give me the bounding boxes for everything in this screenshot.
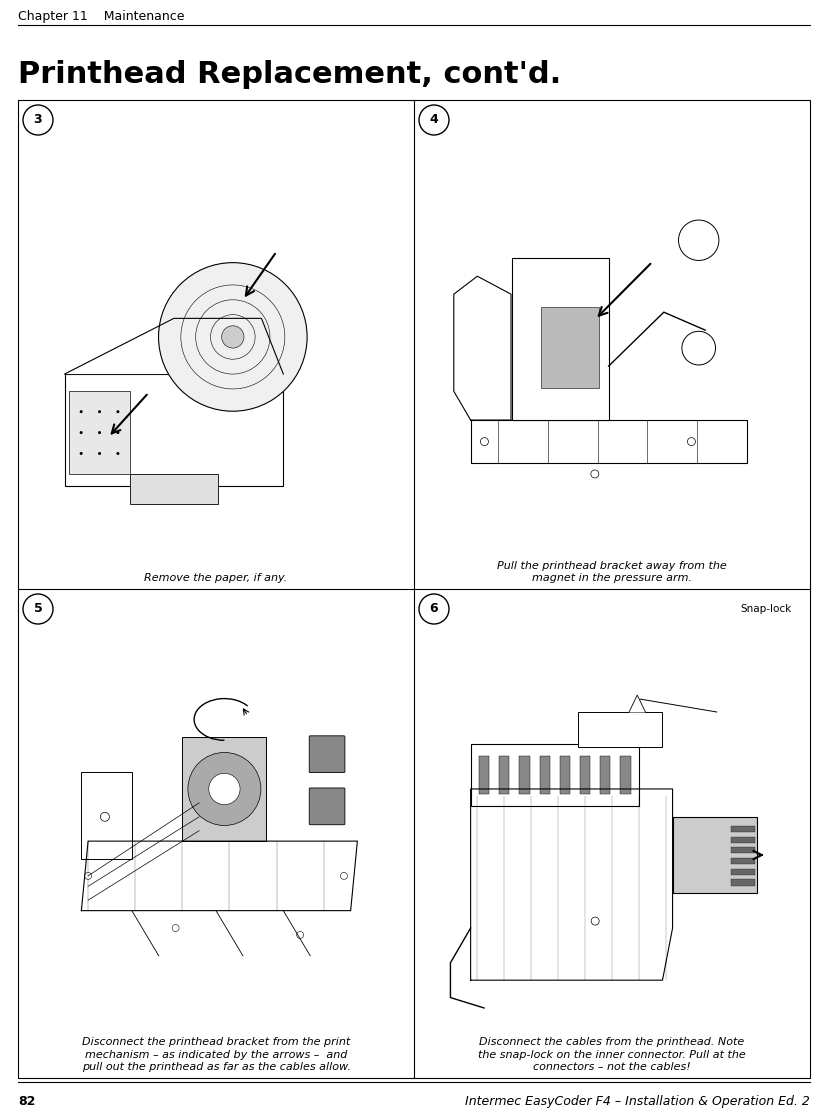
FancyBboxPatch shape xyxy=(308,788,345,824)
Text: Intermec EasyCoder F4 – Installation & Operation Ed. 2: Intermec EasyCoder F4 – Installation & O… xyxy=(465,1095,809,1108)
Text: Pull the printhead bracket away from the
magnet in the pressure arm.: Pull the printhead bracket away from the… xyxy=(496,561,726,584)
FancyBboxPatch shape xyxy=(308,736,345,773)
Circle shape xyxy=(117,452,119,455)
Circle shape xyxy=(158,262,307,411)
Circle shape xyxy=(98,431,101,435)
Circle shape xyxy=(188,753,261,825)
Bar xyxy=(600,756,609,794)
Circle shape xyxy=(79,410,83,413)
Bar xyxy=(65,374,283,485)
Circle shape xyxy=(418,105,448,136)
Bar xyxy=(539,756,549,794)
Bar xyxy=(730,879,754,886)
Circle shape xyxy=(98,452,101,455)
Circle shape xyxy=(84,872,92,879)
Polygon shape xyxy=(65,318,283,374)
Bar xyxy=(511,259,608,420)
Text: Chapter 11    Maintenance: Chapter 11 Maintenance xyxy=(18,10,184,24)
Circle shape xyxy=(418,594,448,624)
Text: Disconnect the printhead bracket from the print
mechanism – as indicated by the : Disconnect the printhead bracket from th… xyxy=(82,1037,350,1072)
Bar xyxy=(479,756,489,794)
Bar xyxy=(730,825,754,832)
Bar xyxy=(470,420,746,464)
Text: 82: 82 xyxy=(18,1095,36,1108)
Text: 3: 3 xyxy=(34,113,42,127)
Circle shape xyxy=(23,105,53,136)
Polygon shape xyxy=(453,277,510,420)
Bar xyxy=(730,837,754,842)
Circle shape xyxy=(590,470,598,478)
Circle shape xyxy=(100,812,109,821)
Bar xyxy=(69,391,130,475)
Bar xyxy=(81,772,131,859)
Circle shape xyxy=(117,410,119,413)
Bar xyxy=(499,756,509,794)
Text: Snap-lock: Snap-lock xyxy=(740,604,791,614)
Bar xyxy=(130,475,218,504)
Bar xyxy=(730,869,754,875)
Bar xyxy=(470,744,638,806)
Text: 6: 6 xyxy=(429,603,437,616)
Circle shape xyxy=(208,773,240,804)
Circle shape xyxy=(480,438,488,446)
Bar xyxy=(580,756,590,794)
Bar xyxy=(577,712,662,747)
Bar xyxy=(18,100,809,1077)
Circle shape xyxy=(686,438,695,446)
Bar xyxy=(730,858,754,865)
Bar xyxy=(730,848,754,853)
Bar xyxy=(619,756,629,794)
Circle shape xyxy=(681,332,715,365)
Circle shape xyxy=(222,326,244,348)
Text: Printhead Replacement, cont'd.: Printhead Replacement, cont'd. xyxy=(18,60,561,88)
Circle shape xyxy=(590,917,599,925)
Bar xyxy=(540,307,598,388)
Circle shape xyxy=(117,431,119,435)
Text: Remove the paper, if any.: Remove the paper, if any. xyxy=(144,573,287,584)
Circle shape xyxy=(677,220,718,261)
Bar xyxy=(672,816,756,894)
Circle shape xyxy=(172,924,179,932)
Polygon shape xyxy=(628,696,645,712)
Circle shape xyxy=(98,410,101,413)
Text: 5: 5 xyxy=(34,603,42,616)
Circle shape xyxy=(296,932,304,939)
Bar xyxy=(182,737,266,841)
Circle shape xyxy=(79,452,83,455)
Polygon shape xyxy=(81,841,357,911)
Circle shape xyxy=(23,594,53,624)
Text: Disconnect the cables from the printhead. Note
the snap-lock on the inner connec: Disconnect the cables from the printhead… xyxy=(477,1037,745,1072)
Bar xyxy=(559,756,569,794)
Circle shape xyxy=(340,872,347,879)
Polygon shape xyxy=(470,788,672,980)
Circle shape xyxy=(79,431,83,435)
Text: 4: 4 xyxy=(429,113,437,127)
Bar xyxy=(519,756,529,794)
